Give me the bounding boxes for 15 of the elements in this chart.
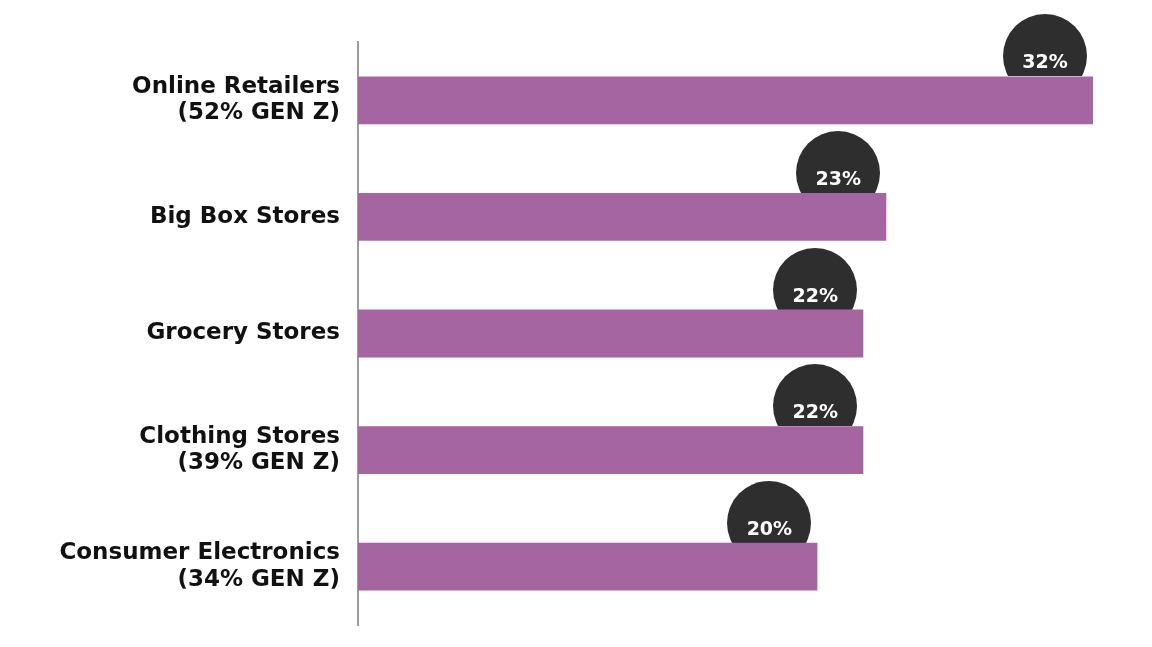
data-label: 22% [792, 400, 839, 423]
bar [358, 309, 864, 358]
bar [358, 426, 864, 474]
y-tick-label: Online Retailers (52% GEN Z) [132, 72, 340, 125]
bar [358, 76, 1093, 125]
bar [358, 193, 887, 241]
data-label: 23% [815, 166, 862, 189]
y-tick-label: Consumer Electronics (34% GEN Z) [59, 538, 340, 591]
bar [358, 542, 818, 591]
y-tick-label: Grocery Stores [146, 318, 340, 345]
data-label: 22% [792, 283, 839, 306]
data-label: 20% [746, 516, 793, 539]
y-tick-label: Clothing Stores (39% GEN Z) [139, 421, 340, 475]
y-tick-label: Big Box Stores [149, 201, 340, 228]
data-label: 32% [1022, 50, 1068, 73]
